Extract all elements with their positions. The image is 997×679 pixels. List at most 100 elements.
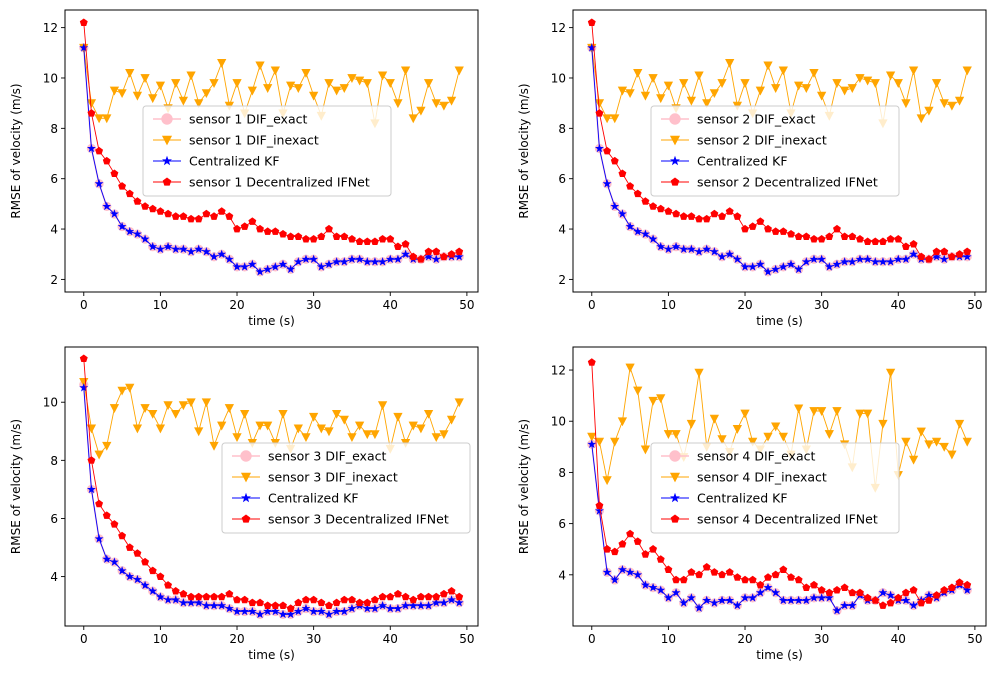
data-point <box>140 580 150 590</box>
data-point <box>94 179 104 188</box>
data-point <box>617 417 628 427</box>
data-point <box>763 582 773 592</box>
data-point <box>679 575 688 584</box>
data-point <box>271 601 280 610</box>
data-point <box>454 66 464 76</box>
legend-label: sensor 1 DIF_inexact <box>189 133 319 148</box>
data-point <box>194 598 204 607</box>
data-point <box>748 575 757 584</box>
data-point <box>617 86 628 96</box>
x-tick-label: 50 <box>967 632 982 646</box>
x-tick-label: 0 <box>588 632 596 646</box>
axes-frame <box>64 9 479 293</box>
data-point <box>710 568 719 576</box>
data-point <box>840 232 849 240</box>
data-point <box>225 212 234 220</box>
data-point <box>648 74 658 83</box>
data-point <box>954 96 965 106</box>
data-point <box>194 214 203 223</box>
data-point <box>194 99 204 109</box>
data-point <box>664 207 673 215</box>
data-point <box>649 545 658 553</box>
data-point <box>901 99 911 109</box>
data-point <box>408 601 418 610</box>
data-point <box>709 247 719 256</box>
data-point <box>110 169 119 178</box>
data-point <box>132 424 143 434</box>
data-point <box>424 592 433 601</box>
y-axis-label: RMSE of velocity (m/s) <box>517 419 531 554</box>
data-point <box>641 550 650 558</box>
data-point <box>455 247 464 256</box>
data-point <box>102 201 112 211</box>
series-centralized-kf <box>79 383 464 619</box>
data-point <box>362 603 372 613</box>
data-point <box>378 257 388 266</box>
data-point <box>825 232 834 240</box>
x-tick-label: 50 <box>459 298 474 312</box>
y-tick-label: 2 <box>50 273 58 287</box>
subplot-sensor-4: 0 10 20 30 40 50 4 6 8 10 12 time (s) RMSE of veloci… <box>517 346 987 662</box>
y-axis-label: RMSE of velocity (m/s) <box>9 83 23 218</box>
data-point <box>939 99 949 109</box>
legend-marker <box>670 155 680 166</box>
data-point <box>939 442 949 452</box>
legend-box <box>650 442 900 534</box>
data-point <box>602 179 612 188</box>
legend-label: Centralized KF <box>697 491 788 506</box>
plot-area <box>79 18 464 277</box>
series-sensor-2-decentralized-ifnet <box>587 18 972 263</box>
y-tick-label: 4 <box>50 570 58 584</box>
data-point <box>232 79 242 88</box>
data-point <box>247 259 257 269</box>
data-point <box>587 432 597 442</box>
data-point <box>663 430 674 439</box>
data-point <box>741 224 749 233</box>
data-point <box>431 99 441 109</box>
data-point <box>439 101 449 111</box>
plot-area <box>79 354 464 619</box>
x-tick-label: 10 <box>661 632 676 646</box>
data-point <box>610 575 620 584</box>
data-point <box>748 222 757 230</box>
data-point <box>763 432 773 442</box>
data-point <box>339 606 349 616</box>
data-point <box>232 433 242 443</box>
data-point <box>610 437 620 447</box>
series-sensor-4-decentralized-ifnet <box>587 358 972 609</box>
data-point <box>610 547 619 556</box>
data-point <box>963 247 972 256</box>
data-point <box>778 432 788 442</box>
legend-marker <box>161 113 173 125</box>
data-point <box>617 209 627 218</box>
x-tick-label: 30 <box>306 632 321 646</box>
data-point <box>133 197 142 205</box>
data-point <box>178 401 189 411</box>
data-point <box>702 595 712 605</box>
data-point <box>325 224 333 233</box>
data-point <box>125 189 134 198</box>
data-point <box>293 84 303 94</box>
data-point <box>408 421 418 431</box>
data-point <box>171 212 180 220</box>
data-point <box>163 595 173 604</box>
data-point <box>871 596 880 604</box>
data-point <box>771 588 781 597</box>
plot-area <box>587 358 972 616</box>
data-point <box>755 86 765 96</box>
legend-marker <box>670 492 680 503</box>
data-point <box>408 114 418 124</box>
data-point <box>416 424 426 434</box>
y-tick-label: 12 <box>551 364 566 378</box>
data-point <box>817 586 826 594</box>
data-point <box>332 257 342 266</box>
data-point <box>847 84 857 94</box>
data-point <box>316 262 326 271</box>
data-point <box>640 580 650 589</box>
data-point <box>416 106 426 116</box>
data-point <box>848 588 857 597</box>
data-point <box>110 520 119 528</box>
data-point <box>656 204 665 213</box>
data-point <box>648 582 658 592</box>
data-point <box>633 226 643 236</box>
